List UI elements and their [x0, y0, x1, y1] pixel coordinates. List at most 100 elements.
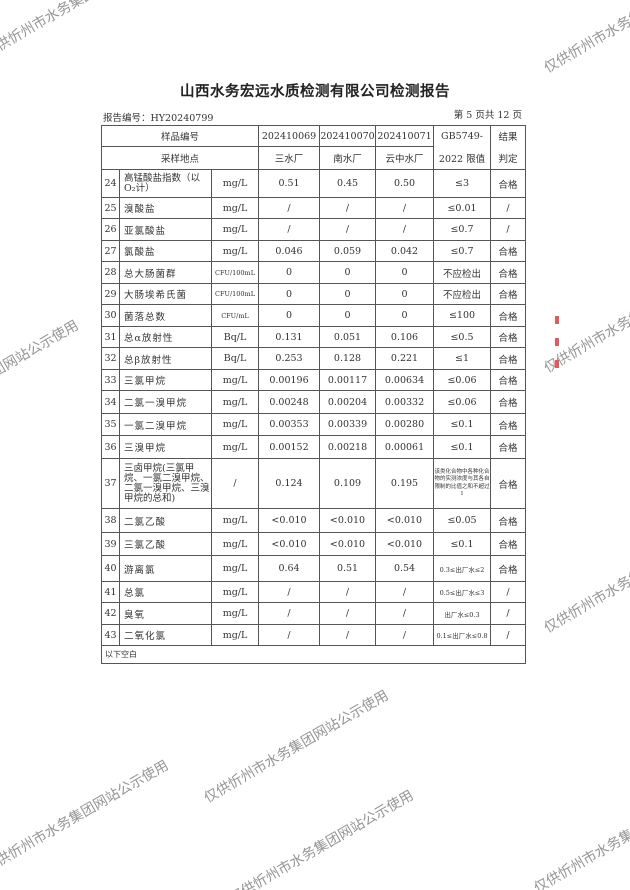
limit: 不应检出: [433, 283, 492, 305]
item-name: 一氯二溴甲烷: [119, 413, 212, 436]
value: 0.00117: [319, 369, 377, 391]
sample-no: 202410071: [375, 125, 435, 147]
limit: ≤0.1: [433, 435, 492, 459]
result: 合格: [490, 240, 527, 262]
row-number: 43: [101, 624, 120, 646]
table-row: 37 三卤甲烷(三氯甲烷、一氯二溴甲烷、二氯一溴甲烷、三溴甲烷的总和)/0.124…: [101, 458, 527, 509]
limit: 0.3≤出厂水≤2: [433, 555, 492, 582]
table-row: 39 三氯乙酸 mg/L <0.010 <0.010 <0.010 ≤0.1 合格: [101, 532, 527, 556]
value: /: [319, 602, 377, 625]
value: /: [375, 218, 435, 241]
result: 合格: [490, 304, 527, 327]
value: 0.51: [319, 555, 377, 582]
value: 0.50: [375, 169, 435, 198]
item-name: 二氯乙酸: [119, 508, 212, 533]
value: 0.00061: [375, 435, 435, 459]
watermark: 仅供忻州市水务集团网站公示使用: [226, 787, 417, 890]
value: 0: [319, 283, 377, 305]
row-number: 32: [101, 347, 120, 370]
value: /: [319, 218, 377, 241]
unit: CFU/100mL: [210, 283, 260, 305]
value: 0: [319, 261, 377, 284]
table-row: 41 总氯 mg/L / //0.5≤出厂水≤3/: [101, 581, 527, 603]
row-number: 42: [101, 602, 120, 625]
value: 0.00196: [258, 369, 321, 391]
result: /: [490, 602, 527, 625]
result-label-1: 结果: [490, 125, 527, 147]
result: /: [490, 624, 527, 646]
result: 合格: [490, 555, 527, 582]
value: /: [319, 581, 377, 603]
table-row: 31 总α放射性 Bq/L 0.131 0.051 0.106 ≤0.5 合格: [101, 326, 527, 348]
header-row-sample: 样品编号 202410069 202410070 202410071 GB574…: [100, 125, 527, 147]
item-name: 三氯乙酸: [119, 532, 212, 556]
unit: mg/L: [210, 435, 260, 459]
watermark: 仅供忻州市水务集团网站公示使用: [0, 0, 172, 62]
value: 0: [258, 304, 321, 327]
limit: ≤0.1: [433, 532, 492, 556]
limit: ≤0.06: [433, 390, 492, 414]
item-name: 三卤甲烷(三氯甲烷、一氯二溴甲烷、二氯一溴甲烷、三溴甲烷的总和): [119, 458, 212, 509]
row-number: 24: [101, 169, 120, 198]
unit: Bq/L: [210, 326, 260, 348]
result: 合格: [490, 347, 527, 370]
item-name: 菌落总数: [119, 304, 212, 327]
site: 南水厂: [319, 146, 377, 170]
limit: 该类化合物中各种化合物的实测浓度与其各自限制的比值之和不超过1: [433, 458, 492, 509]
value: 0.64: [258, 555, 321, 582]
value: 0.046: [258, 240, 321, 262]
limit: ≤0.05: [433, 508, 492, 533]
result: 合格: [490, 413, 527, 436]
value: /: [319, 624, 377, 646]
table-row: 34 二氯一溴甲烷 mg/L 0.00248 0.00204 0.00332 ≤0.06 合格: [101, 390, 527, 414]
item-name: 三氯甲烷: [119, 369, 212, 391]
watermark: 仅供忻州市水务集团网站公示使用: [541, 0, 630, 77]
unit: mg/L: [210, 169, 260, 198]
value: /: [258, 197, 321, 219]
item-name: 总大肠菌群: [119, 261, 212, 284]
results-table: 样品编号 202410069 202410070 202410071 GB574…: [100, 125, 527, 664]
limit: 0.5≤出厂水≤3: [433, 581, 492, 603]
result: 合格: [490, 435, 527, 459]
result: 合格: [490, 169, 527, 198]
row-number: 27: [101, 240, 120, 262]
item-name: 二氯一溴甲烷: [119, 390, 212, 414]
row-number: 36: [101, 435, 120, 459]
value: 0: [375, 283, 435, 305]
table-row: 33 三氯甲烷 mg/L 0.00196 0.00117 0.00634 ≤0.06 合格: [101, 369, 527, 391]
result-label-2: 判定: [490, 146, 527, 170]
value: /: [258, 602, 321, 625]
value: 0: [319, 304, 377, 327]
result: 合格: [490, 390, 527, 414]
value: 0.131: [258, 326, 321, 348]
item-name: 二氧化氯: [119, 624, 212, 646]
result: 合格: [490, 369, 527, 391]
limit: ≤0.06: [433, 369, 492, 391]
unit: mg/L: [210, 508, 260, 533]
table-row: 27 氯酸盐 mg/L 0.046 0.059 0.042 ≤0.7 合格: [101, 240, 527, 262]
value: 0.54: [375, 555, 435, 582]
value: /: [319, 197, 377, 219]
unit: mg/L: [210, 624, 260, 646]
value: 0.253: [258, 347, 321, 370]
value: /: [375, 624, 435, 646]
value: 0.00152: [258, 435, 321, 459]
table-row: 35 一氯二溴甲烷 mg/L 0.00353 0.00339 0.00280 ≤0.1 合格: [101, 413, 527, 436]
watermark: 仅供忻州市水务集团网站公示使用: [0, 757, 172, 877]
value: 0.51: [258, 169, 321, 198]
limit: ≤0.7: [433, 218, 492, 241]
site: 三水厂: [258, 146, 321, 170]
value: /: [375, 197, 435, 219]
value: 0.042: [375, 240, 435, 262]
row-number: 26: [101, 218, 120, 241]
unit: mg/L: [210, 555, 260, 582]
unit: Bq/L: [210, 347, 260, 370]
limit: ≤3: [433, 169, 492, 198]
unit: mg/L: [210, 581, 260, 603]
row-number: 25: [101, 197, 120, 219]
value: /: [375, 581, 435, 603]
report-title: 山西水务宏远水质检测有限公司检测报告: [180, 84, 450, 100]
limit: ≤0.5: [433, 326, 492, 348]
watermark: 仅供忻州市水务集团网站公示使用: [201, 687, 392, 807]
value: <0.010: [319, 532, 377, 556]
